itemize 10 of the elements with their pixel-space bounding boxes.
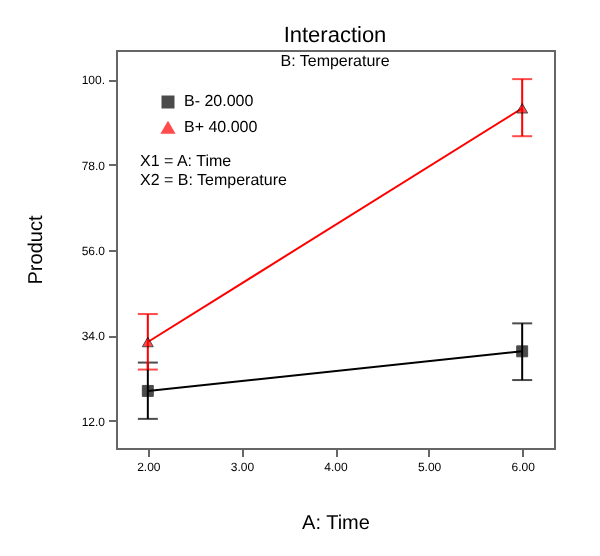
legend-label: B- 20.000: [184, 92, 255, 110]
x-axis-title: A: Time: [302, 513, 371, 535]
y-axis-title: Product: [25, 215, 48, 285]
legend-label: B+ 40.000: [184, 118, 259, 136]
point: [516, 345, 529, 358]
point: [141, 384, 154, 397]
annotation: X1 = A: Time: [140, 152, 233, 170]
chart-subtitle: B: Temperature: [280, 52, 391, 70]
annotation: X2 = B: Temperature: [140, 171, 288, 189]
chart-title: Interaction: [283, 24, 387, 48]
